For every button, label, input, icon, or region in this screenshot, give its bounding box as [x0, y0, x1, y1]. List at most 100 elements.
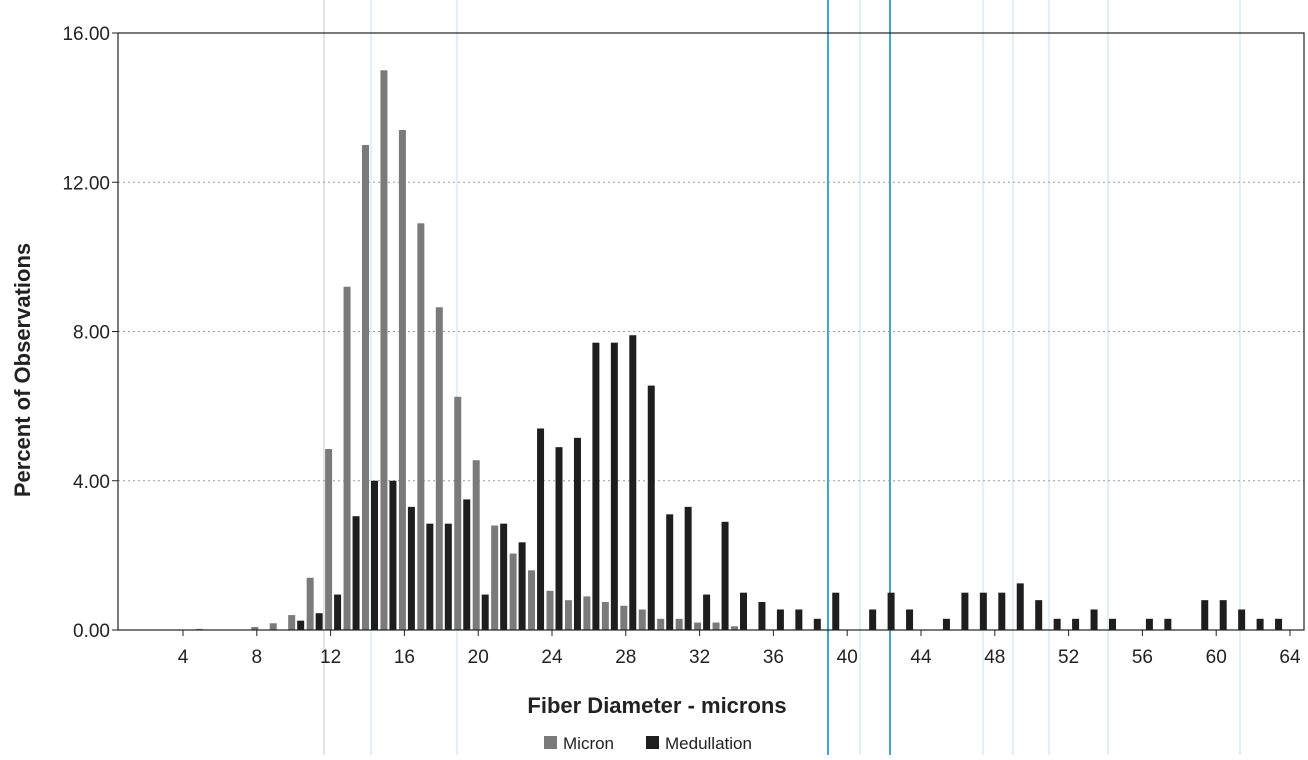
- bar-medullation-62: [1256, 618, 1264, 630]
- bar-medullation-54: [1109, 618, 1116, 630]
- bar-medullation-31: [684, 506, 692, 630]
- bar-medullation-59: [1201, 600, 1209, 630]
- bar-medullation-23: [537, 428, 545, 630]
- bar-micron-13: [343, 286, 351, 630]
- bar-medullation-51: [1053, 618, 1061, 630]
- bar-medullation-46: [961, 592, 969, 630]
- bar-micron-34: [731, 626, 738, 630]
- bar-micron-32: [694, 622, 702, 630]
- bar-medullation-26: [592, 342, 600, 630]
- bar-medullation-11: [315, 613, 323, 630]
- bar-medullation-24: [555, 447, 563, 630]
- x-tick-label: 12: [320, 647, 341, 668]
- bar-micron-14: [362, 144, 369, 630]
- bar-medullation-32: [703, 594, 711, 630]
- bar-medullation-63: [1275, 618, 1283, 630]
- bar-medullation-21: [500, 523, 508, 630]
- y-tick-label: 16.00: [62, 24, 110, 45]
- bar-micron-29: [638, 609, 646, 630]
- bar-micron-18: [435, 307, 443, 630]
- plot-frame: [117, 32, 1305, 631]
- bar-medullation-36: [776, 609, 784, 630]
- bar-micron-9: [269, 623, 277, 630]
- bar-micron-17: [417, 223, 425, 631]
- bar-medullation-10: [297, 620, 305, 630]
- bar-medullation-18: [444, 523, 452, 630]
- bar-micron-12: [325, 449, 333, 630]
- legend-swatch-medullation: [646, 736, 659, 749]
- bar-medullation-13: [352, 516, 360, 630]
- x-axis-label: Fiber Diameter - microns: [527, 693, 786, 718]
- bar-medullation-49: [1016, 583, 1024, 630]
- bar-medullation-14: [371, 480, 378, 630]
- bar-medullation-42: [887, 592, 895, 630]
- bar-micron-15: [380, 70, 388, 630]
- y-tick-label: 0.00: [73, 621, 110, 642]
- x-tick-label: 28: [615, 647, 636, 668]
- bar-medullation-45: [942, 618, 950, 630]
- bar-micron-16: [398, 130, 406, 630]
- bar-medullation-34: [740, 592, 747, 630]
- bar-medullation-16: [407, 506, 415, 630]
- bar-medullation-50: [1035, 600, 1043, 630]
- y-axis-label: Percent of Observations: [10, 243, 35, 497]
- bar-medullation-25: [573, 437, 581, 630]
- bar-medullation-22: [518, 542, 526, 630]
- bar-medullation-33: [721, 521, 729, 630]
- bar-medullation-48: [998, 592, 1006, 630]
- bar-medullation-15: [389, 480, 397, 630]
- legend-swatch-micron: [544, 736, 557, 749]
- legend-label-medullation: Medullation: [665, 734, 752, 753]
- x-tick-label: 56: [1132, 647, 1153, 668]
- bar-medullation-38: [813, 618, 821, 630]
- bar-micron-25: [564, 600, 572, 630]
- bar-micron-31: [675, 618, 683, 630]
- x-tick-label: 40: [837, 647, 858, 668]
- bar-medullation-17: [426, 523, 434, 630]
- y-axis-ticks: 0.00 4.00 8.00 12.00 16.00: [62, 24, 118, 642]
- x-tick-label: 8: [252, 647, 263, 668]
- bar-medullation-20: [481, 594, 489, 630]
- x-tick-label: 16: [394, 647, 415, 668]
- bar-micron-19: [454, 396, 462, 630]
- x-axis-ticks: 4 8 12 16 20 24 28 32 36 40 44 48 52 56 60 64: [178, 630, 1301, 668]
- x-tick-label: 4: [178, 647, 189, 668]
- bar-medullation-19: [463, 499, 471, 630]
- bar-medullation-35: [758, 602, 766, 630]
- x-tick-label: 32: [689, 647, 710, 668]
- y-tick-label: 12.00: [62, 173, 110, 194]
- bar-medullation-60: [1219, 600, 1227, 630]
- x-tick-label: 64: [1279, 647, 1301, 668]
- bar-micron-30: [657, 618, 665, 630]
- bar-medullation-12: [334, 594, 342, 630]
- bar-medullation-52: [1072, 618, 1080, 630]
- bar-medullation-57: [1164, 618, 1172, 630]
- bar-medullation-41: [869, 609, 877, 630]
- bar-micron-8: [251, 627, 259, 630]
- background-vertical-lines: [323, 0, 1241, 755]
- bar-medullation-53: [1090, 609, 1098, 630]
- bar-micron-27: [601, 602, 609, 630]
- bar-medullation-27: [610, 342, 618, 630]
- x-tick-label: 44: [910, 647, 932, 668]
- bar-medullation-56: [1145, 618, 1153, 630]
- legend-label-micron: Micron: [563, 734, 614, 753]
- bar-micron-11: [306, 577, 314, 630]
- bar-micron-28: [620, 605, 628, 630]
- bar-medullation-28: [629, 335, 637, 630]
- bars-group: [195, 70, 1283, 631]
- bar-medullation-43: [906, 609, 914, 630]
- bar-medullation-29: [647, 385, 655, 630]
- bar-micron-26: [583, 596, 591, 630]
- legend: Micron Medullation: [544, 734, 752, 753]
- bar-medullation-39: [832, 592, 840, 630]
- bar-micron-22: [509, 553, 517, 630]
- bar-micron-24: [546, 590, 554, 630]
- bar-medullation-30: [666, 514, 674, 630]
- x-tick-label: 20: [468, 647, 489, 668]
- bar-micron-10: [288, 615, 296, 630]
- x-tick-label: 52: [1058, 647, 1079, 668]
- bar-micron-23: [528, 570, 536, 630]
